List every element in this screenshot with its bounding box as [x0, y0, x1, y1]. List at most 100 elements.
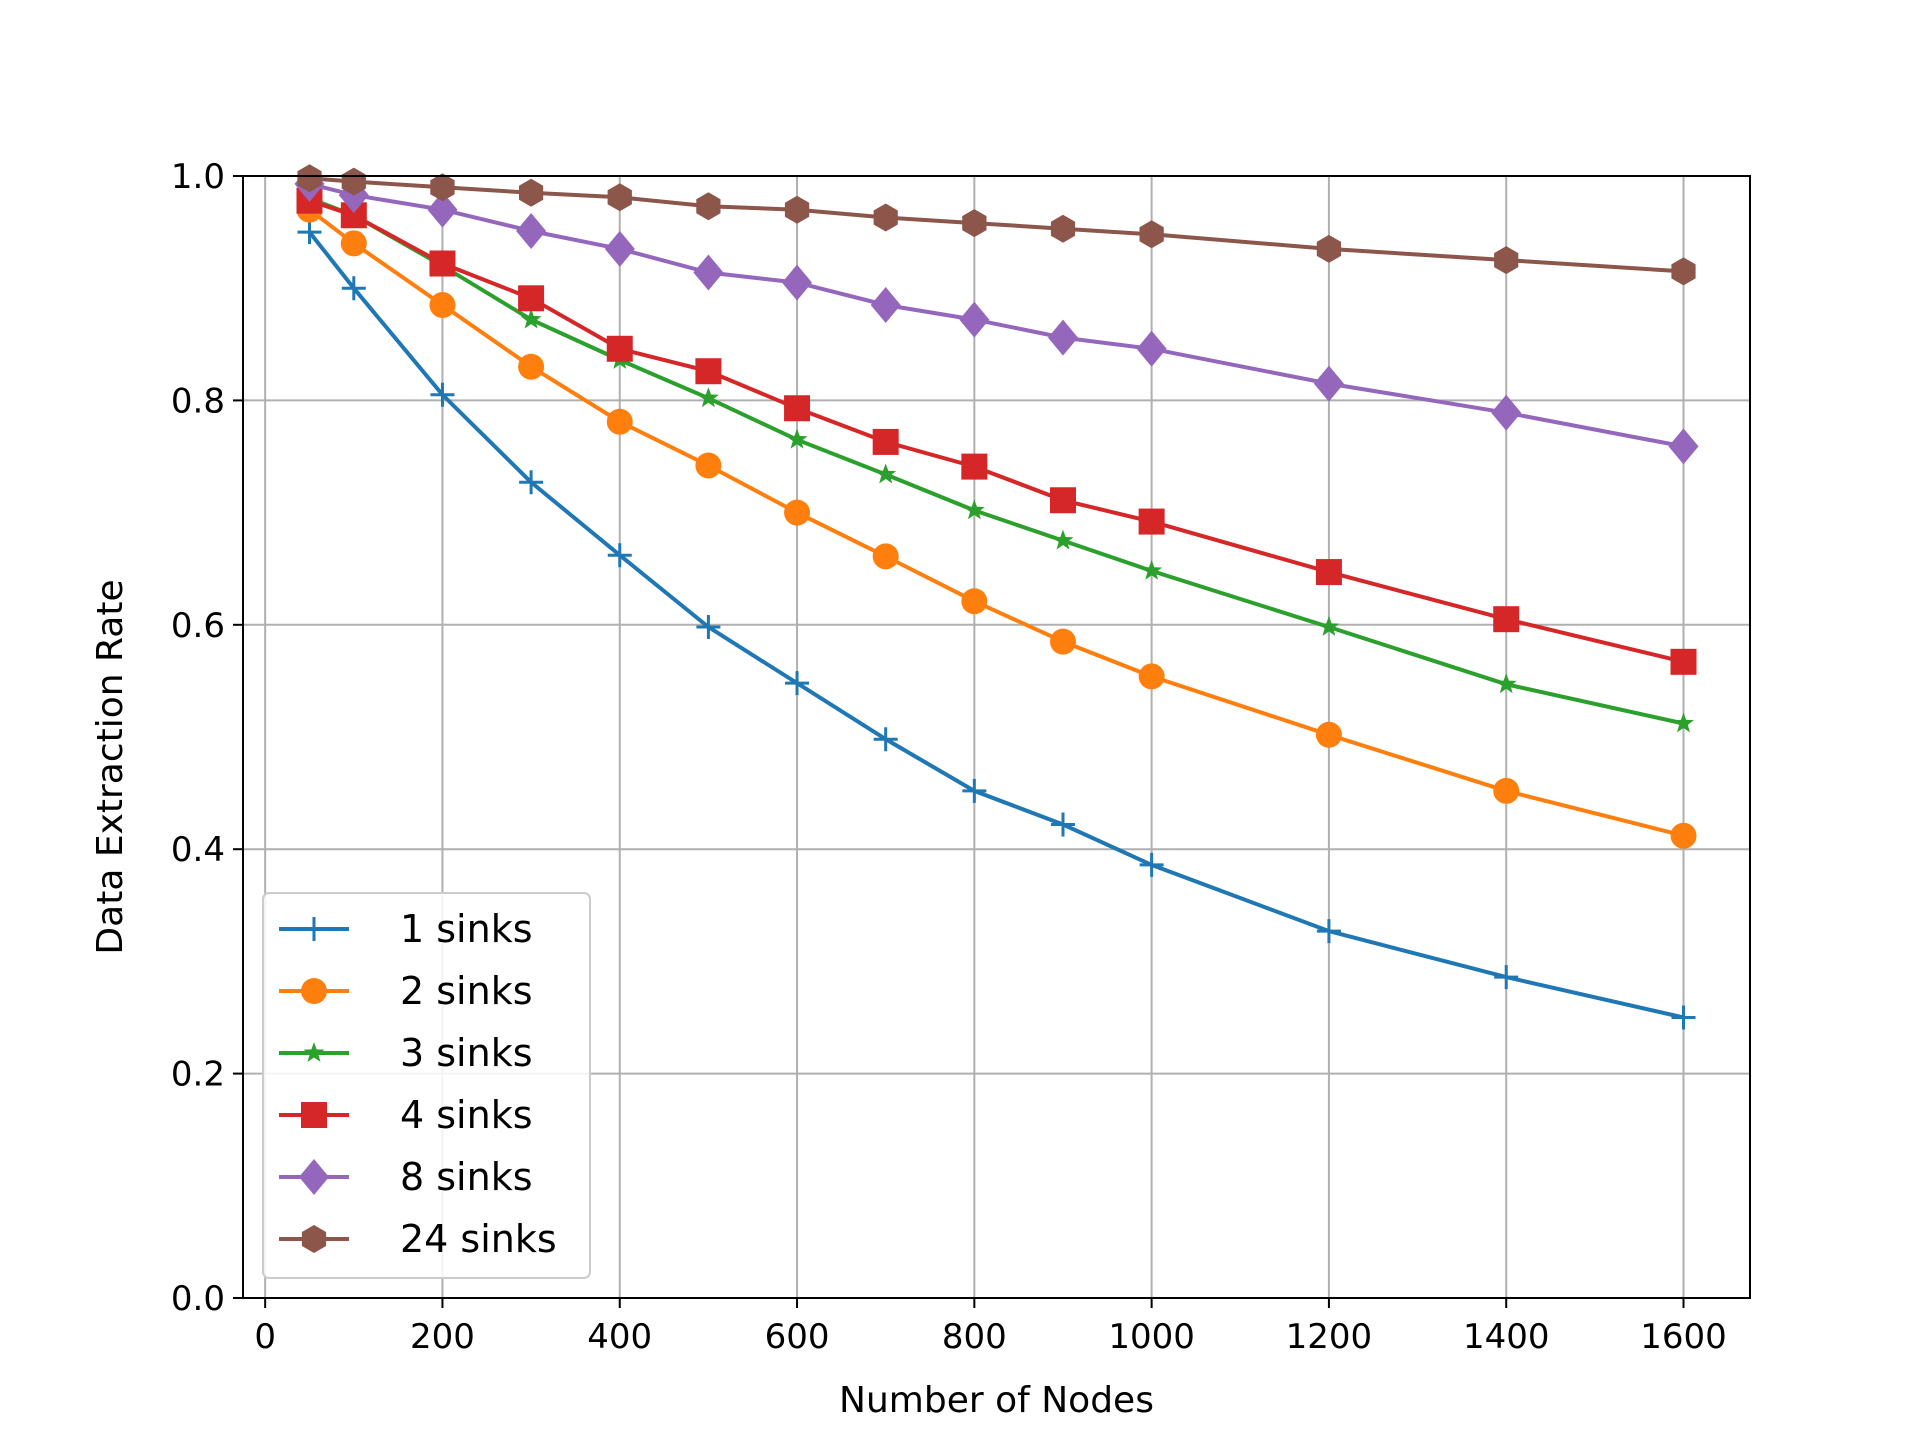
data-point — [430, 173, 455, 202]
legend: 1 sinks 2 sinks 3 sinks 4 sinks 8 sinks 24 si… — [262, 892, 591, 1279]
y-tick-label: 0.8 — [171, 381, 225, 421]
data-point — [520, 308, 542, 329]
data-point — [1048, 319, 1078, 356]
data-point — [875, 463, 897, 484]
data-point — [1141, 559, 1163, 580]
data-point — [519, 470, 544, 495]
data-point — [516, 213, 547, 249]
data-point — [518, 285, 545, 312]
data-point — [1049, 628, 1076, 655]
data-point — [1670, 822, 1697, 849]
legend-item: 4 sinks — [279, 1093, 533, 1137]
data-point — [341, 167, 366, 196]
data-point — [961, 588, 988, 615]
data-point — [697, 387, 719, 408]
data-point — [1670, 648, 1697, 675]
series-1 — [297, 220, 1696, 1030]
series-lines — [294, 164, 1699, 1030]
x-tick-label: 600 — [765, 1317, 830, 1357]
data-point — [786, 428, 808, 449]
data-point — [1139, 220, 1164, 249]
data-point — [959, 301, 990, 338]
data-point — [518, 353, 545, 380]
y-tick-label: 0.2 — [171, 1055, 225, 1095]
data-point — [607, 183, 632, 212]
data-point — [784, 499, 811, 526]
data-point — [1316, 234, 1342, 263]
legend-item: 24 sinks — [279, 1217, 557, 1261]
legend-label: 24 sinks — [400, 1217, 557, 1261]
data-point — [1494, 965, 1519, 990]
data-point — [1493, 777, 1520, 804]
data-point — [870, 287, 901, 323]
legend-label: 4 sinks — [400, 1093, 533, 1137]
data-point — [1671, 1005, 1696, 1030]
y-tick-label: 1.0 — [171, 157, 225, 197]
y-tick-label: 0.4 — [171, 830, 225, 870]
data-point — [606, 335, 633, 362]
series-line — [309, 176, 1684, 274]
legend-item: 1 sinks — [279, 907, 533, 951]
data-point — [1491, 394, 1522, 431]
legend-label: 1 sinks — [400, 907, 533, 951]
data-point — [1495, 673, 1517, 694]
data-point — [1673, 712, 1694, 733]
data-point — [696, 192, 721, 221]
series-line — [308, 198, 1684, 664]
data-point — [696, 615, 721, 640]
legend-label: 3 sinks — [400, 1031, 533, 1075]
y-axis-label: Data Extraction Rate — [90, 579, 131, 954]
data-point — [1050, 812, 1075, 837]
data-point — [1052, 529, 1074, 550]
data-point — [693, 254, 724, 291]
data-point — [961, 453, 988, 480]
legend-marker — [303, 1042, 325, 1062]
data-point — [782, 264, 812, 301]
data-point — [297, 164, 322, 193]
data-point — [695, 452, 722, 479]
series-5 — [294, 165, 1699, 465]
x-tick-label: 400 — [587, 1317, 652, 1357]
data-point — [873, 727, 898, 752]
legend-marker — [301, 1102, 327, 1128]
data-point — [1318, 616, 1340, 636]
y-tick-label: 0.6 — [171, 606, 225, 646]
data-point — [604, 230, 635, 267]
data-point — [1313, 365, 1344, 402]
x-tick-label: 200 — [410, 1317, 475, 1357]
legend-item: 8 sinks — [279, 1155, 533, 1199]
legend-item: 2 sinks — [279, 969, 533, 1013]
data-point — [872, 428, 899, 455]
x-tick-label: 1400 — [1463, 1317, 1550, 1357]
data-point — [872, 543, 899, 570]
data-point — [1494, 246, 1519, 275]
x-axis-label: Number of Nodes — [839, 1380, 1154, 1421]
series-line — [308, 208, 1684, 838]
data-point — [963, 499, 985, 520]
series-line — [308, 196, 1684, 726]
series-4 — [296, 187, 1697, 675]
data-point — [607, 543, 632, 568]
x-tick-label: 1200 — [1286, 1317, 1373, 1357]
legend-label: 2 sinks — [400, 969, 533, 1013]
series-6 — [297, 164, 1696, 286]
data-point — [519, 178, 544, 207]
series-line — [307, 230, 1684, 1020]
data-point — [1668, 428, 1699, 465]
data-point — [784, 195, 810, 224]
data-point — [429, 250, 456, 277]
data-point — [1315, 559, 1342, 586]
data-point — [695, 358, 722, 385]
legend-marker — [299, 1159, 329, 1195]
legend-label: 8 sinks — [400, 1155, 533, 1199]
data-point — [429, 292, 456, 319]
plot-frame — [242, 175, 1751, 1299]
series-2 — [296, 196, 1697, 849]
data-point — [341, 276, 366, 301]
legend-marker — [302, 917, 326, 941]
data-point — [1316, 919, 1341, 944]
data-point — [784, 395, 811, 422]
x-tick-label: 1600 — [1640, 1317, 1727, 1357]
data-point — [1049, 487, 1076, 514]
